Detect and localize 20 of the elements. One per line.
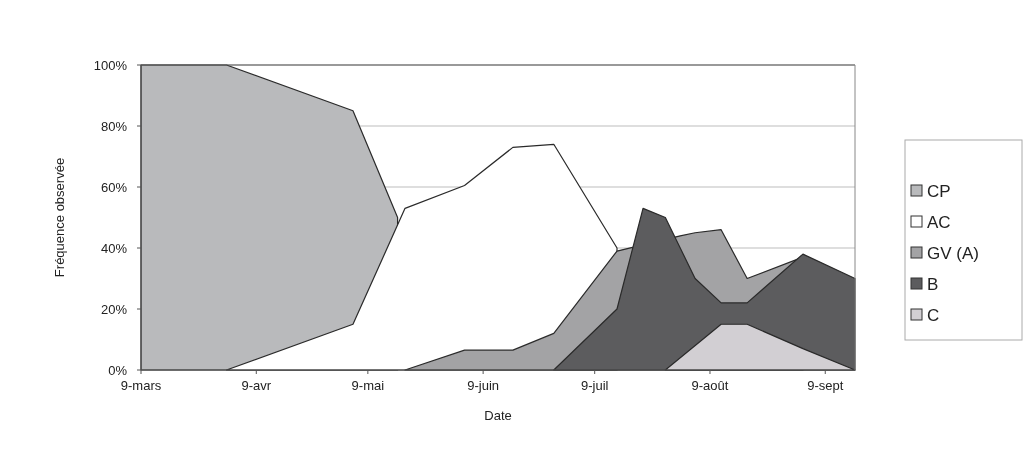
legend-label: CP (927, 181, 951, 201)
x-tick-label: 9-sept (807, 378, 844, 393)
x-axis-title: Date (484, 408, 512, 423)
y-tick-label: 80% (100, 118, 128, 134)
legend-label: GV (A) (927, 243, 979, 263)
x-tick-label: 9-août (691, 378, 729, 393)
legend-label: B (927, 274, 939, 294)
x-tick-label: 9-avr (241, 378, 272, 393)
x-tick-label: 9-juin (467, 378, 500, 393)
x-tick-label: 9-juil (580, 378, 609, 393)
x-tick-label: 9-mai (351, 378, 385, 393)
y-tick-label: 0% (108, 362, 128, 378)
y-axis-title: Fréquence observée (52, 157, 67, 278)
legend-label: AC (927, 212, 951, 232)
y-tick-label: 20% (100, 301, 128, 317)
y-tick-label: 40% (100, 240, 128, 256)
x-tick-label: 9-mars (120, 378, 162, 393)
y-tick-label: 60% (100, 179, 128, 195)
legend-label: C (927, 305, 940, 325)
y-tick-label: 100% (93, 57, 128, 73)
